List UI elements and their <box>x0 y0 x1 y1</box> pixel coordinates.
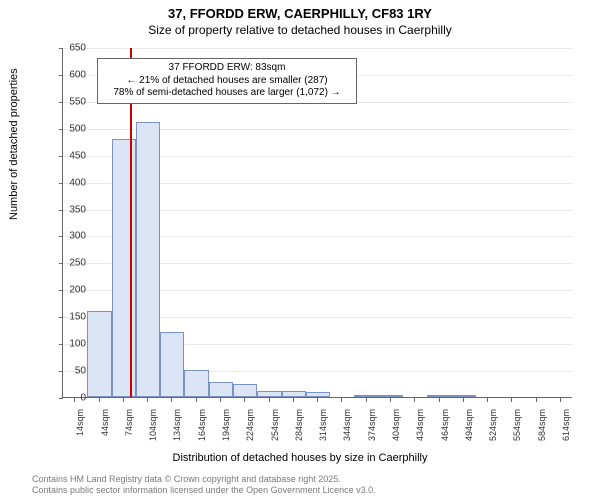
annotation-box: 37 FFORDD ERW: 83sqm← 21% of detached ho… <box>97 58 357 104</box>
x-tick-label: 254sqm <box>270 409 280 449</box>
histogram-bar <box>136 122 160 397</box>
histogram-bar <box>233 384 257 397</box>
x-tick-label: 164sqm <box>197 409 207 449</box>
x-tick-label: 284sqm <box>294 409 304 449</box>
annotation-line-2: ← 21% of detached houses are smaller (28… <box>104 75 350 88</box>
y-tick-label: 600 <box>46 69 86 80</box>
x-tick-label: 434sqm <box>415 409 425 449</box>
page-subtitle: Size of property relative to detached ho… <box>0 23 600 37</box>
y-tick-label: 100 <box>46 339 86 350</box>
x-tick-mark <box>123 398 124 402</box>
x-tick-mark <box>560 398 561 402</box>
x-tick-mark <box>463 398 464 402</box>
x-tick-mark <box>511 398 512 402</box>
y-tick-label: 350 <box>46 204 86 215</box>
y-axis-label: Number of detached properties <box>8 68 20 220</box>
x-tick-mark <box>317 398 318 402</box>
y-tick-label: 400 <box>46 177 86 188</box>
y-tick-label: 250 <box>46 258 86 269</box>
x-tick-mark <box>414 398 415 402</box>
y-tick-label: 150 <box>46 312 86 323</box>
x-tick-mark <box>196 398 197 402</box>
histogram-bar <box>379 395 403 397</box>
histogram-bar <box>306 392 330 397</box>
y-tick-label: 200 <box>46 285 86 296</box>
x-tick-label: 314sqm <box>318 409 328 449</box>
page-title: 37, FFORDD ERW, CAERPHILLY, CF83 1RY <box>0 6 600 21</box>
x-tick-mark <box>366 398 367 402</box>
x-tick-mark <box>147 398 148 402</box>
annotation-line-3: 78% of semi-detached houses are larger (… <box>104 87 350 100</box>
histogram-bar <box>257 391 281 397</box>
x-tick-mark <box>536 398 537 402</box>
x-tick-label: 374sqm <box>367 409 377 449</box>
x-tick-mark <box>487 398 488 402</box>
footer-attribution: Contains HM Land Registry data © Crown c… <box>32 474 376 496</box>
x-tick-mark <box>341 398 342 402</box>
x-tick-label: 524sqm <box>488 409 498 449</box>
annotation-line-1: 37 FFORDD ERW: 83sqm <box>104 62 350 75</box>
chart-container: 37, FFORDD ERW, CAERPHILLY, CF83 1RY Siz… <box>0 0 600 500</box>
x-tick-mark <box>439 398 440 402</box>
y-tick-label: 50 <box>46 366 86 377</box>
title-block: 37, FFORDD ERW, CAERPHILLY, CF83 1RY Siz… <box>0 0 600 37</box>
x-tick-label: 554sqm <box>512 409 522 449</box>
x-tick-label: 194sqm <box>221 409 231 449</box>
footer-line-2: Contains public sector information licen… <box>32 485 376 496</box>
histogram-bar <box>160 332 184 397</box>
x-tick-label: 74sqm <box>124 409 134 449</box>
x-tick-label: 344sqm <box>342 409 352 449</box>
histogram-bar <box>452 395 476 397</box>
x-tick-label: 614sqm <box>561 409 571 449</box>
x-tick-mark <box>171 398 172 402</box>
x-tick-label: 44sqm <box>100 409 110 449</box>
x-tick-label: 464sqm <box>440 409 450 449</box>
histogram-bar <box>354 395 378 397</box>
y-tick-label: 300 <box>46 231 86 242</box>
footer-line-1: Contains HM Land Registry data © Crown c… <box>32 474 376 485</box>
plot-region: 14sqm44sqm74sqm104sqm134sqm164sqm194sqm2… <box>62 48 572 398</box>
x-tick-label: 404sqm <box>391 409 401 449</box>
x-tick-label: 224sqm <box>245 409 255 449</box>
x-axis-label: Distribution of detached houses by size … <box>0 452 600 464</box>
x-tick-mark <box>390 398 391 402</box>
x-tick-label: 584sqm <box>537 409 547 449</box>
x-tick-label: 494sqm <box>464 409 474 449</box>
grid-line <box>63 48 572 49</box>
y-tick-label: 550 <box>46 96 86 107</box>
x-tick-mark <box>269 398 270 402</box>
histogram-bar <box>184 370 208 397</box>
x-tick-mark <box>293 398 294 402</box>
x-tick-mark <box>99 398 100 402</box>
y-tick-label: 450 <box>46 150 86 161</box>
histogram-bar <box>209 382 233 397</box>
histogram-bar <box>282 391 306 397</box>
x-tick-mark <box>220 398 221 402</box>
x-tick-label: 134sqm <box>172 409 182 449</box>
histogram-bar <box>87 311 111 397</box>
x-tick-mark <box>244 398 245 402</box>
histogram-bar <box>112 139 136 397</box>
y-tick-label: 0 <box>46 393 86 404</box>
y-tick-label: 650 <box>46 43 86 54</box>
x-tick-label: 14sqm <box>75 409 85 449</box>
x-tick-label: 104sqm <box>148 409 158 449</box>
y-tick-label: 500 <box>46 123 86 134</box>
histogram-bar <box>427 395 451 397</box>
chart-area: 14sqm44sqm74sqm104sqm134sqm164sqm194sqm2… <box>62 48 572 398</box>
